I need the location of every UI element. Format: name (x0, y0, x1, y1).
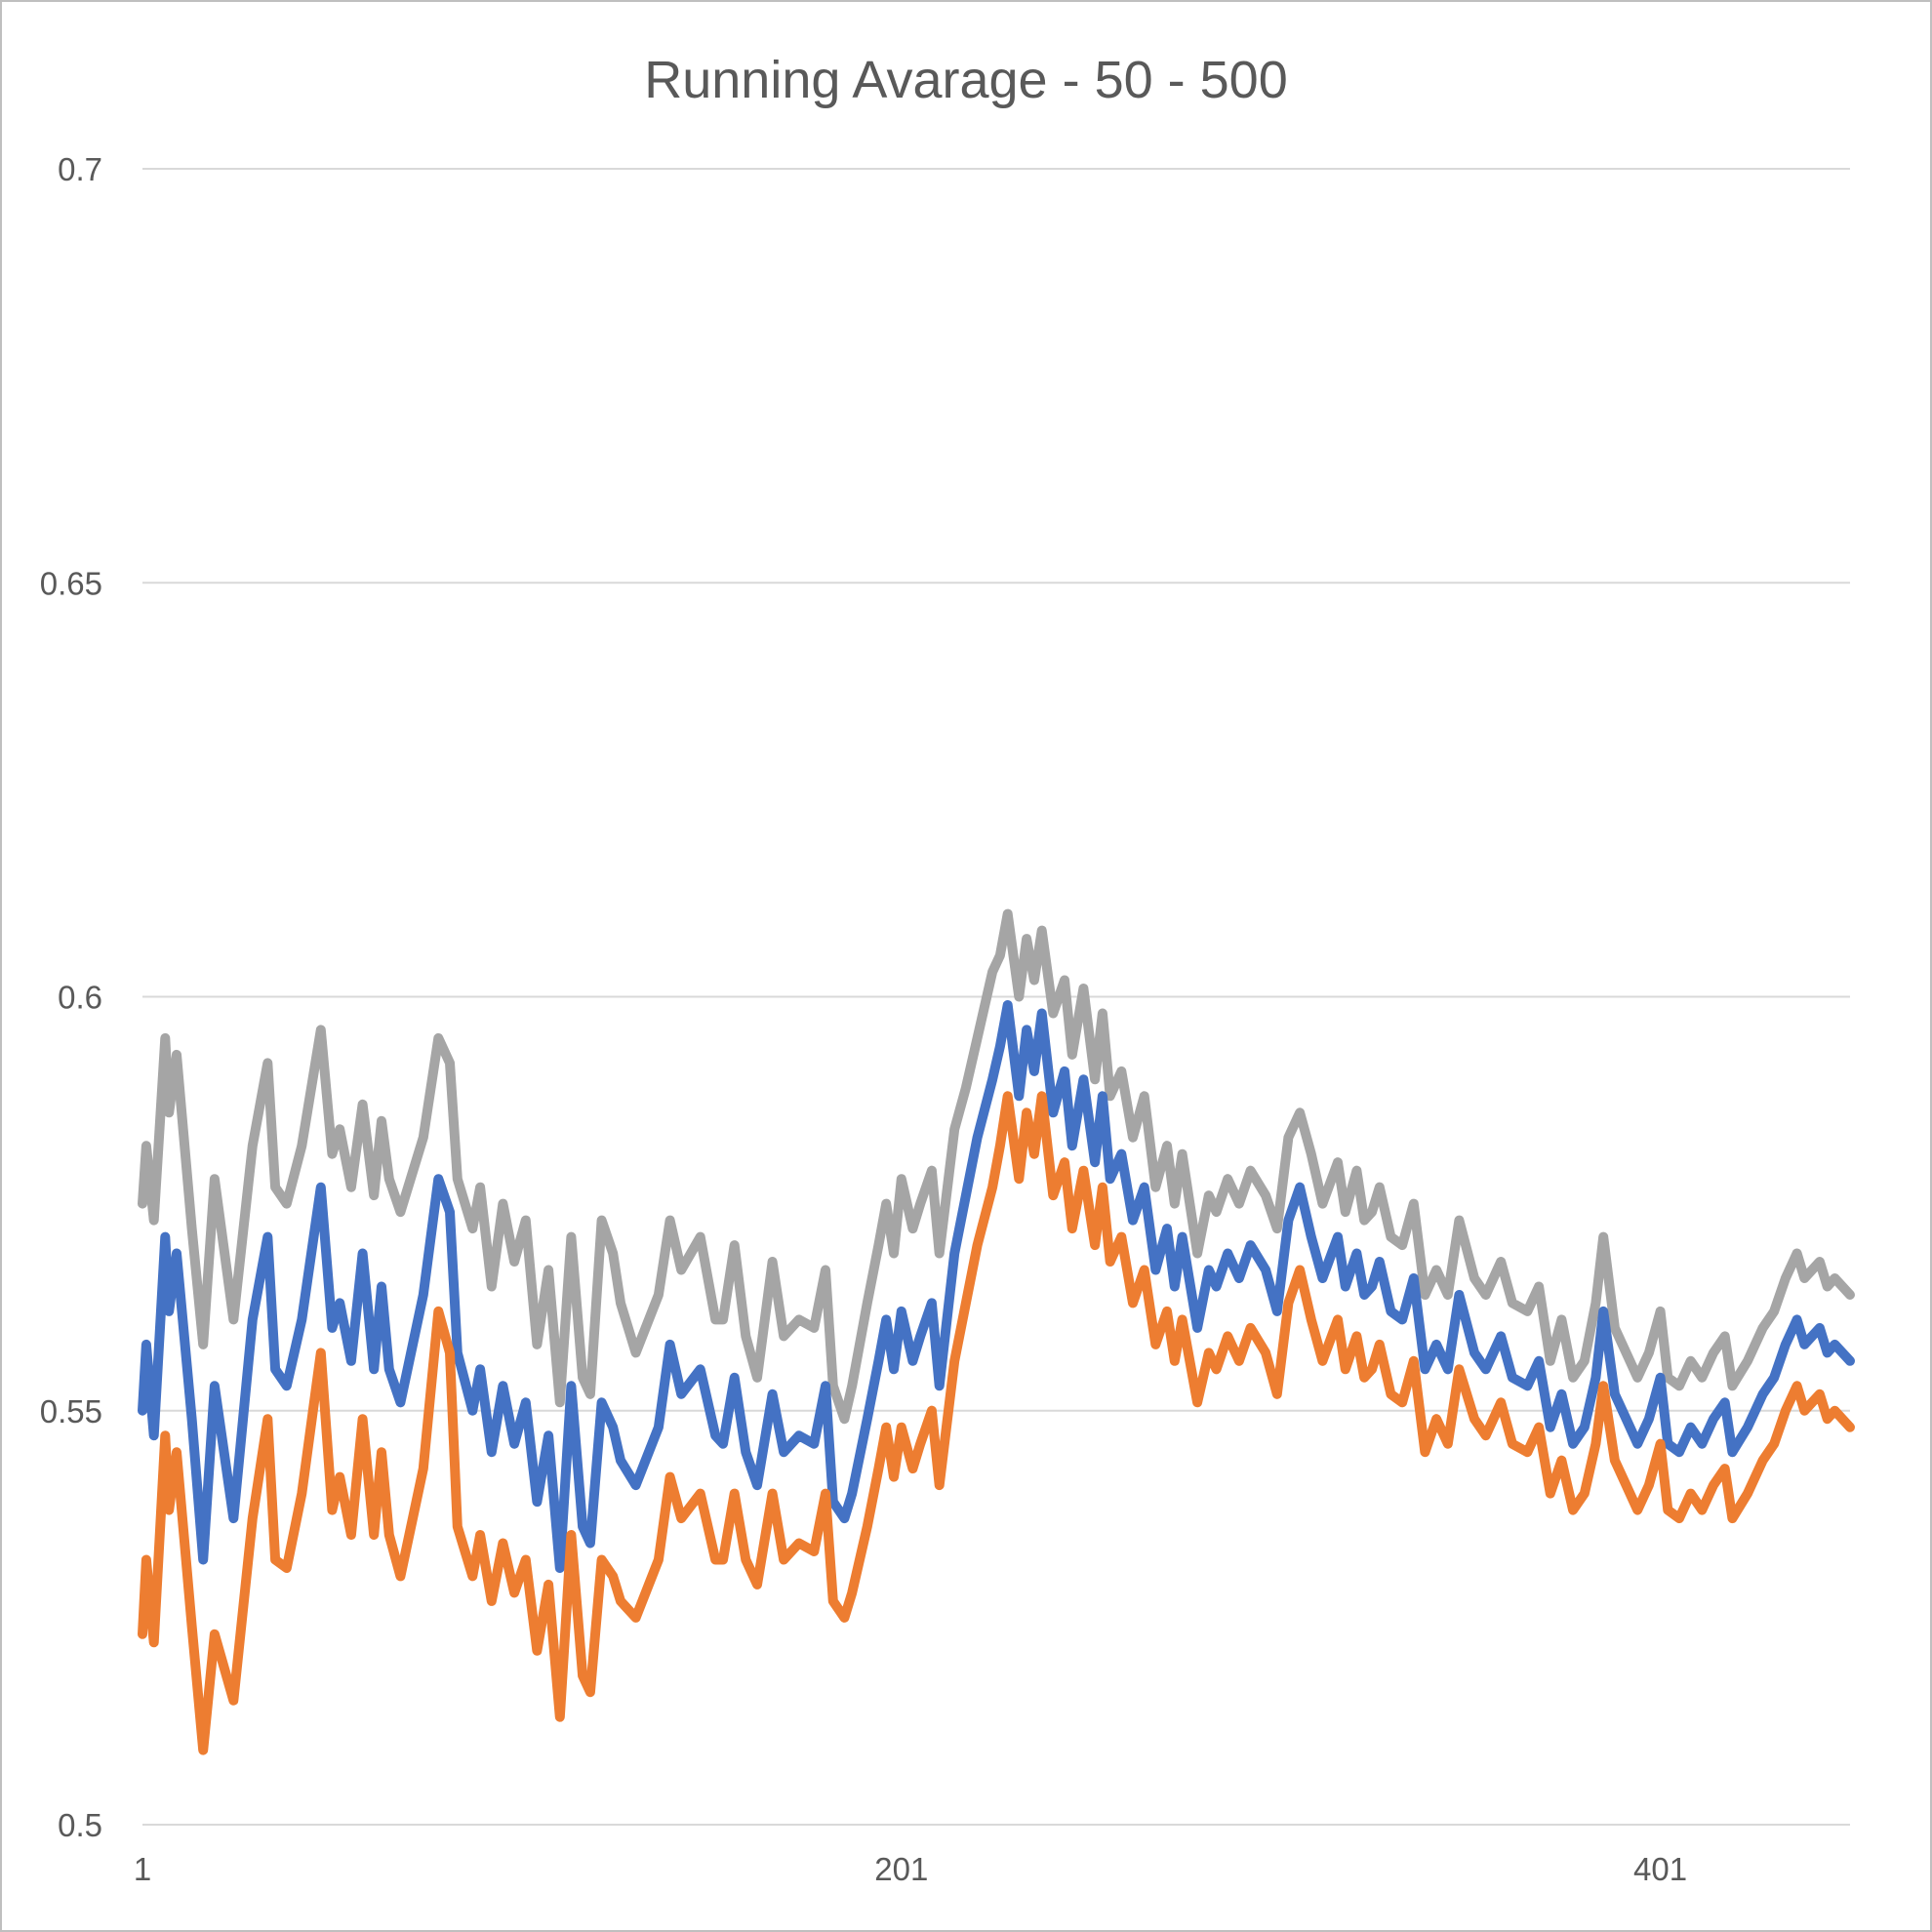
series-line-1 (138, 908, 1855, 1425)
x-axis-ticks: 1 201 401 (134, 1851, 1687, 1887)
series-lines (138, 908, 1855, 1755)
x-tick-label: 401 (1633, 1851, 1687, 1887)
y-tick-label: 0.5 (58, 1807, 102, 1843)
y-tick-label: 0.7 (58, 151, 102, 187)
chart-title: Running Avarage - 50 - 500 (644, 51, 1287, 109)
x-tick-label: 201 (874, 1851, 928, 1887)
series-line-3 (138, 1091, 1855, 1755)
series-line-2 (138, 1000, 1855, 1573)
y-axis-ticks: 0.5 0.55 0.6 0.65 0.7 (40, 151, 102, 1843)
y-tick-label: 0.6 (58, 980, 102, 1016)
x-tick-label: 1 (134, 1851, 151, 1887)
y-tick-label: 0.65 (40, 565, 102, 601)
y-tick-label: 0.55 (40, 1393, 102, 1429)
